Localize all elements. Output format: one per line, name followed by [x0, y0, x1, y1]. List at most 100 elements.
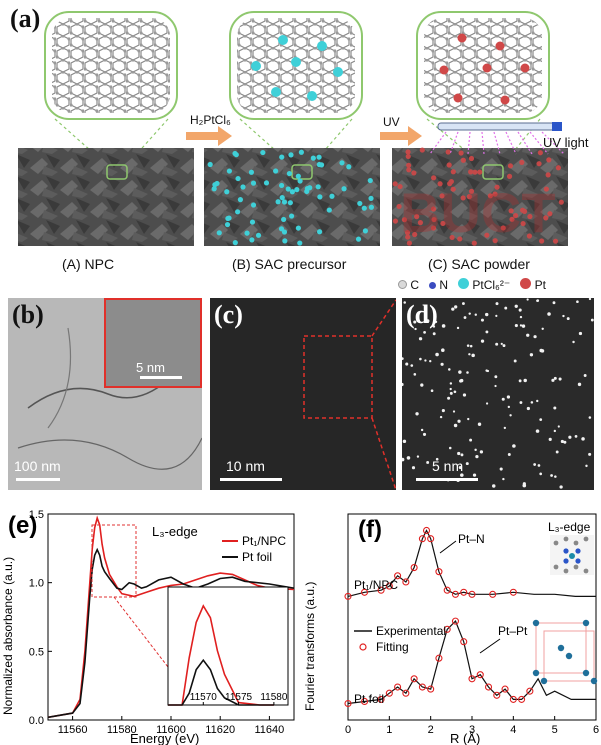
single-atom-dot	[533, 335, 536, 338]
single-atom-dot	[417, 455, 419, 457]
single-atom-dot	[492, 484, 495, 487]
panel-d-label: (d)	[406, 300, 438, 330]
single-atom-dot	[426, 461, 429, 464]
single-atom-dot	[495, 343, 498, 346]
single-atom-dot	[403, 440, 406, 443]
ptcl6-dot	[296, 225, 301, 230]
ptcl6-dot	[296, 174, 301, 179]
ptcl6-dot	[251, 202, 256, 207]
single-atom-dot	[549, 438, 552, 441]
inset-tick-label: 11570	[190, 692, 218, 703]
single-atom-dot	[539, 473, 542, 476]
pt-dot	[508, 163, 513, 168]
single-atom-dot	[473, 473, 476, 476]
single-atom-dot	[558, 425, 560, 427]
single-atom-dot	[461, 453, 464, 456]
single-atom-dot	[463, 393, 466, 396]
single-atom-dot	[538, 464, 541, 467]
inset-tick-label: 11575	[225, 692, 253, 703]
ptcl6-dot	[294, 187, 299, 192]
ptcl6-dot	[346, 164, 351, 169]
single-atom-dot	[530, 353, 533, 356]
ptcl6-dot	[244, 231, 249, 236]
single-atom-dot	[502, 398, 505, 401]
ptcl6-dot	[279, 183, 284, 188]
arrow-step1	[186, 126, 232, 146]
tem-image-b: (b) 5 nm 100 nm	[8, 298, 202, 490]
caption-npc: (A) NPC	[62, 256, 114, 272]
single-atom-dot	[591, 319, 594, 322]
pt-dot	[519, 160, 524, 165]
single-atom-dot	[467, 344, 470, 347]
x-tick-label-e: 11640	[255, 724, 285, 736]
single-atom-dot	[559, 485, 562, 488]
peak-label-ptn: Pt–N	[458, 532, 485, 546]
ptcl6-dot	[282, 199, 287, 204]
single-atom-dot	[539, 349, 543, 353]
single-atom-dot	[405, 363, 408, 366]
legend-ptfoil-e: Pt foil	[242, 550, 272, 564]
ptcl6-dot	[217, 230, 222, 235]
single-atom-dot	[440, 363, 443, 366]
ptcl6-dot	[225, 222, 230, 227]
single-atom-dot	[454, 390, 457, 393]
npc-support	[18, 148, 194, 246]
scale-bar-c	[220, 478, 282, 481]
single-atom-dot	[402, 383, 404, 386]
step1-label: H₂PtCl₆	[190, 113, 231, 127]
single-atom-dot	[429, 360, 431, 362]
x-tick-label-e: 11560	[58, 724, 88, 736]
single-atom-dot	[481, 319, 484, 322]
single-atom-dot	[469, 312, 471, 314]
xlabel-e: Energy (eV)	[130, 731, 199, 745]
ptcl6-dot	[311, 156, 316, 161]
single-atom-dot	[536, 300, 538, 302]
single-atom-dot	[460, 379, 463, 382]
single-atom-dot	[550, 474, 553, 477]
single-atom-dot	[578, 383, 581, 386]
pt-dot	[451, 169, 456, 174]
uv-light-label: UV light	[543, 135, 589, 150]
single-atom-dot	[435, 353, 439, 357]
single-atom-dot	[508, 453, 511, 456]
ptcl6-dot	[288, 152, 293, 157]
single-atom-dot	[519, 401, 522, 404]
ptcl6-dot	[317, 162, 322, 167]
single-atom-dot	[448, 368, 451, 371]
panel-a-schematic: BUCT	[0, 0, 601, 292]
single-atom-dot	[589, 416, 592, 419]
single-atom-dot	[471, 354, 475, 358]
ptcl6-dot	[282, 238, 287, 243]
y-tick-label-e: 1.0	[29, 578, 44, 590]
single-atom-dot	[504, 307, 507, 310]
single-atom-dot	[442, 324, 446, 328]
single-atom-dot	[553, 301, 556, 304]
lattice-bubble-c	[417, 12, 549, 119]
single-atom-dot	[588, 453, 591, 456]
single-atom-dot	[568, 436, 571, 439]
single-atom-dot	[402, 458, 404, 462]
single-atom-dot	[451, 307, 454, 310]
ptcl6-dot	[235, 209, 240, 214]
single-atom-dot	[504, 427, 506, 429]
single-atom-dot	[470, 345, 473, 348]
single-atom-dot	[412, 466, 415, 469]
ptcl6-dot	[327, 207, 332, 212]
single-atom-dot	[514, 359, 517, 362]
haadf-image-c: (c) 10 nm	[210, 298, 396, 490]
pt-dot	[406, 167, 411, 172]
single-atom-dot	[536, 429, 540, 433]
single-atom-dot	[500, 467, 503, 470]
ptcl6-dot	[235, 176, 240, 181]
single-atom-dot	[567, 317, 570, 320]
single-atom-dot	[533, 463, 536, 466]
single-atom-dot	[486, 402, 488, 404]
x-tick-label-f: 2	[428, 724, 434, 736]
scale-bar-b	[16, 478, 60, 481]
ptcl6-dot	[329, 194, 334, 199]
pt-dot	[536, 161, 541, 166]
x-tick-label-f: 6	[593, 724, 599, 736]
single-atom-dot	[561, 440, 564, 443]
single-atom-dot	[527, 298, 529, 300]
ptcl6-dot	[341, 186, 346, 191]
